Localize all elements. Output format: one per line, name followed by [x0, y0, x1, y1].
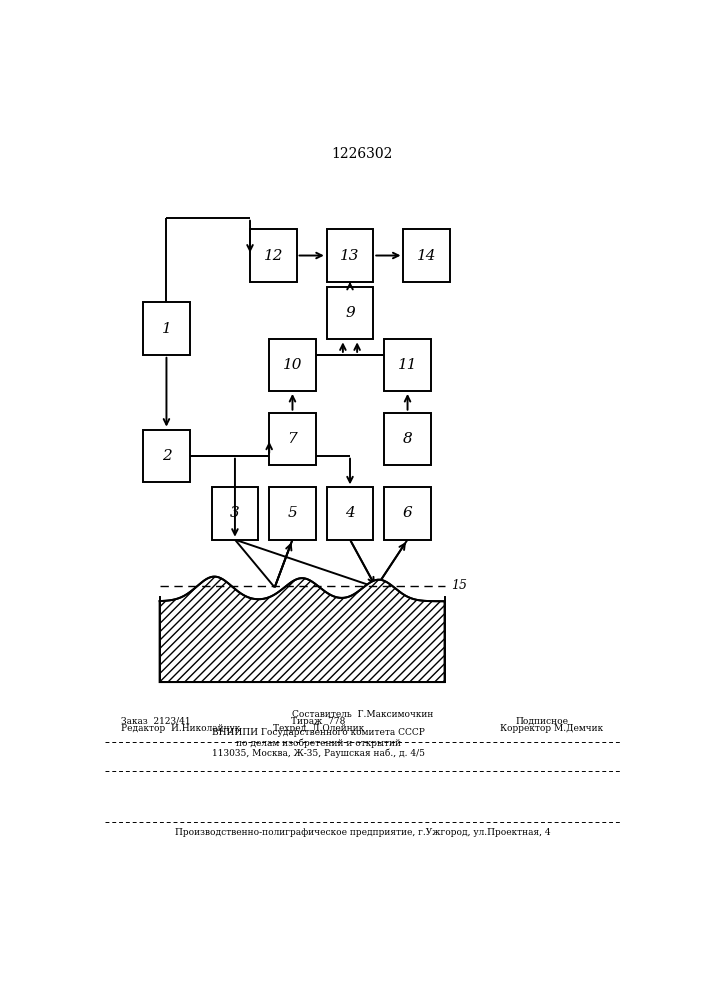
Text: Тираж  778: Тираж 778 [291, 717, 346, 726]
Text: 7: 7 [288, 432, 298, 446]
Text: 15: 15 [451, 579, 467, 592]
Text: Заказ  2123/41: Заказ 2123/41 [122, 717, 191, 726]
Bar [269, 487, 316, 540]
Text: 13: 13 [340, 249, 360, 263]
Text: по делам изобретений и открытий: по делам изобретений и открытий [236, 738, 401, 748]
Text: 11: 11 [398, 358, 417, 372]
Text: 1: 1 [162, 322, 171, 336]
Bar [385, 413, 431, 465]
Text: 10: 10 [283, 358, 302, 372]
Bar [144, 302, 189, 355]
Text: 2: 2 [162, 449, 171, 463]
Bar [404, 229, 450, 282]
Text: 5: 5 [288, 506, 298, 520]
Text: ВНИИПИ Государственного комитета СССР: ВНИИПИ Государственного комитета СССР [212, 728, 425, 737]
Bar [385, 487, 431, 540]
Text: 9: 9 [345, 306, 355, 320]
Text: 1226302: 1226302 [332, 147, 393, 161]
Bar [144, 430, 189, 482]
Text: Редактор  И.Николайчук: Редактор И.Николайчук [122, 724, 240, 733]
Text: 14: 14 [417, 249, 436, 263]
Text: 113035, Москва, Ж-35, Раушская наб., д. 4/5: 113035, Москва, Ж-35, Раушская наб., д. … [212, 749, 425, 758]
Text: 6: 6 [403, 506, 412, 520]
Text: 12: 12 [264, 249, 283, 263]
Text: Корректор М.Демчик: Корректор М.Демчик [501, 724, 604, 733]
Text: 8: 8 [403, 432, 412, 446]
Text: 3: 3 [230, 506, 240, 520]
Bar [327, 287, 373, 339]
Text: Составитель  Г.Максимочкин: Составитель Г.Максимочкин [292, 710, 433, 719]
Text: Производственно-полиграфическое предприятие, г.Ужгород, ул.Проектная, 4: Производственно-полиграфическое предприя… [175, 828, 550, 837]
Bar [327, 229, 373, 282]
Polygon shape [160, 577, 445, 682]
Text: Подписное: Подписное [516, 717, 568, 726]
Text: 4: 4 [345, 506, 355, 520]
Bar [269, 339, 316, 391]
Bar [211, 487, 258, 540]
Bar [250, 229, 297, 282]
Text: Техред  Л.Олейник: Техред Л.Олейник [273, 724, 364, 733]
Bar [327, 487, 373, 540]
Bar [385, 339, 431, 391]
Bar [269, 413, 316, 465]
